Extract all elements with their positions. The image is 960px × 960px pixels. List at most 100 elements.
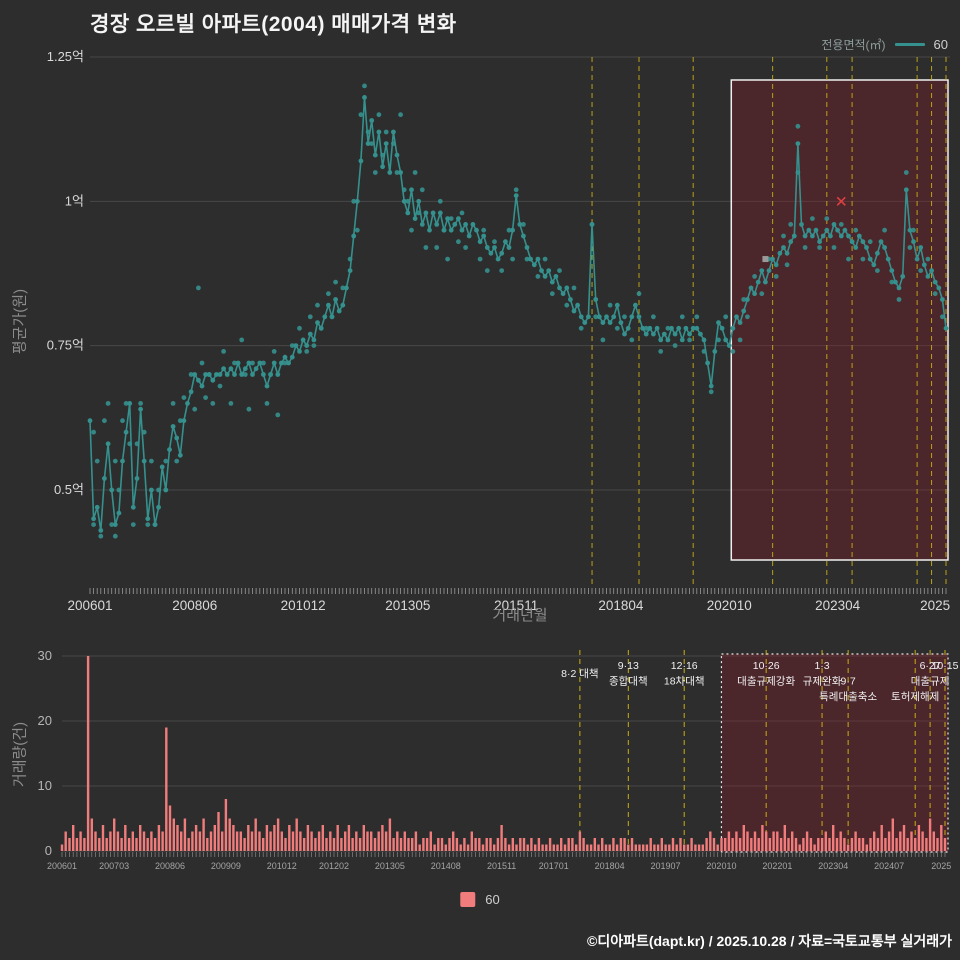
- y-tick-label: 30: [38, 648, 52, 663]
- scatter-point: [217, 383, 223, 389]
- volume-bar: [504, 838, 507, 851]
- volume-bar: [798, 844, 801, 851]
- scatter-point: [875, 268, 880, 273]
- price-point: [647, 325, 653, 331]
- x-tick-label: 200703: [99, 861, 129, 871]
- volume-bar: [642, 844, 645, 851]
- volume-bar: [217, 812, 220, 851]
- volume-bar: [440, 838, 444, 851]
- price-point: [242, 366, 248, 372]
- scatter-point: [196, 285, 201, 291]
- scatter-point: [138, 401, 144, 406]
- volume-bar: [932, 831, 935, 851]
- x-tick-label: 202304: [818, 861, 848, 871]
- scatter-point: [788, 222, 794, 227]
- scatter-point: [261, 360, 266, 366]
- scatter-point: [499, 268, 505, 273]
- price-point: [300, 337, 306, 343]
- scatter-point: [416, 210, 422, 216]
- price-point: [846, 233, 851, 239]
- price-point: [275, 372, 281, 377]
- volume-bar: [407, 838, 410, 851]
- annotation-text: 대출규제: [911, 676, 950, 688]
- volume-bar: [250, 831, 254, 851]
- price-point: [820, 233, 826, 239]
- price-point: [795, 141, 801, 147]
- scatter-point: [152, 522, 158, 527]
- x-tick-label: 201408: [431, 861, 461, 871]
- volume-bar: [228, 818, 231, 851]
- scatter-point: [802, 245, 808, 250]
- volume-bar: [500, 825, 503, 851]
- volume-bar: [906, 838, 909, 851]
- volume-bar: [738, 838, 742, 851]
- price-point: [578, 314, 584, 320]
- volume-bar: [545, 844, 548, 851]
- legend-area-label: 전용면적(㎡): [821, 38, 886, 52]
- price-point: [109, 487, 115, 493]
- price-point: [513, 193, 519, 199]
- annotation-text: 10·15: [932, 660, 959, 672]
- volume-bar: [221, 831, 224, 851]
- scatter-point: [149, 458, 154, 464]
- scatter-point: [203, 395, 209, 400]
- volume-bar: [575, 844, 578, 851]
- price-point: [347, 268, 353, 273]
- volume-bar: [444, 844, 447, 851]
- volume-bar: [116, 831, 120, 851]
- scatter-point: [860, 256, 866, 262]
- scatter-point: [246, 406, 252, 412]
- volume-bar: [299, 831, 302, 851]
- volume-bar: [634, 844, 637, 851]
- price-point: [726, 343, 732, 348]
- volume-bar: [303, 838, 306, 851]
- legend-line-swatch: [894, 43, 925, 46]
- volume-bar: [534, 844, 537, 851]
- volume-bar: [224, 799, 228, 851]
- scatter-point: [521, 222, 526, 227]
- scatter-point: [250, 360, 255, 366]
- price-point: [871, 262, 877, 268]
- price-point: [282, 354, 288, 360]
- volume-bar: [139, 825, 142, 851]
- volume-bar: [247, 825, 250, 851]
- price-point: [289, 354, 295, 360]
- scatter-point: [492, 239, 497, 245]
- volume-bar: [370, 831, 373, 851]
- price-point: [477, 239, 483, 245]
- price-point: [246, 360, 252, 366]
- volume-bar: [794, 838, 798, 851]
- scatter-point: [723, 314, 729, 320]
- price-point: [690, 325, 696, 331]
- scatter-point: [665, 325, 671, 331]
- scatter-point: [795, 170, 801, 175]
- volume-bar: [928, 818, 932, 851]
- price-point: [759, 268, 765, 273]
- price-point: [799, 222, 804, 227]
- price-point: [510, 227, 515, 233]
- scatter-point: [784, 262, 790, 268]
- price-point: [344, 285, 349, 291]
- volume-bar: [660, 838, 663, 851]
- x-tick-label: 2025: [931, 861, 951, 871]
- scatter-point: [810, 216, 815, 222]
- scatter-point: [369, 141, 375, 147]
- volume-bar: [813, 844, 816, 851]
- volume-bar: [817, 838, 820, 851]
- price-point: [297, 349, 302, 354]
- price-point: [401, 198, 407, 204]
- x-tick-label: 201511: [487, 861, 516, 871]
- price-point: [127, 401, 133, 406]
- price-point: [553, 274, 559, 279]
- x-tick-label: 202407: [874, 861, 904, 871]
- scatter-point: [282, 360, 288, 366]
- scatter-point: [448, 216, 454, 222]
- price-point: [539, 268, 544, 273]
- scatter-point: [91, 429, 96, 435]
- price-point: [322, 314, 328, 320]
- scatter-point: [109, 522, 115, 527]
- scatter-point: [745, 314, 750, 320]
- volume-bar: [880, 825, 883, 851]
- price-point: [304, 343, 310, 348]
- price-point: [665, 337, 671, 343]
